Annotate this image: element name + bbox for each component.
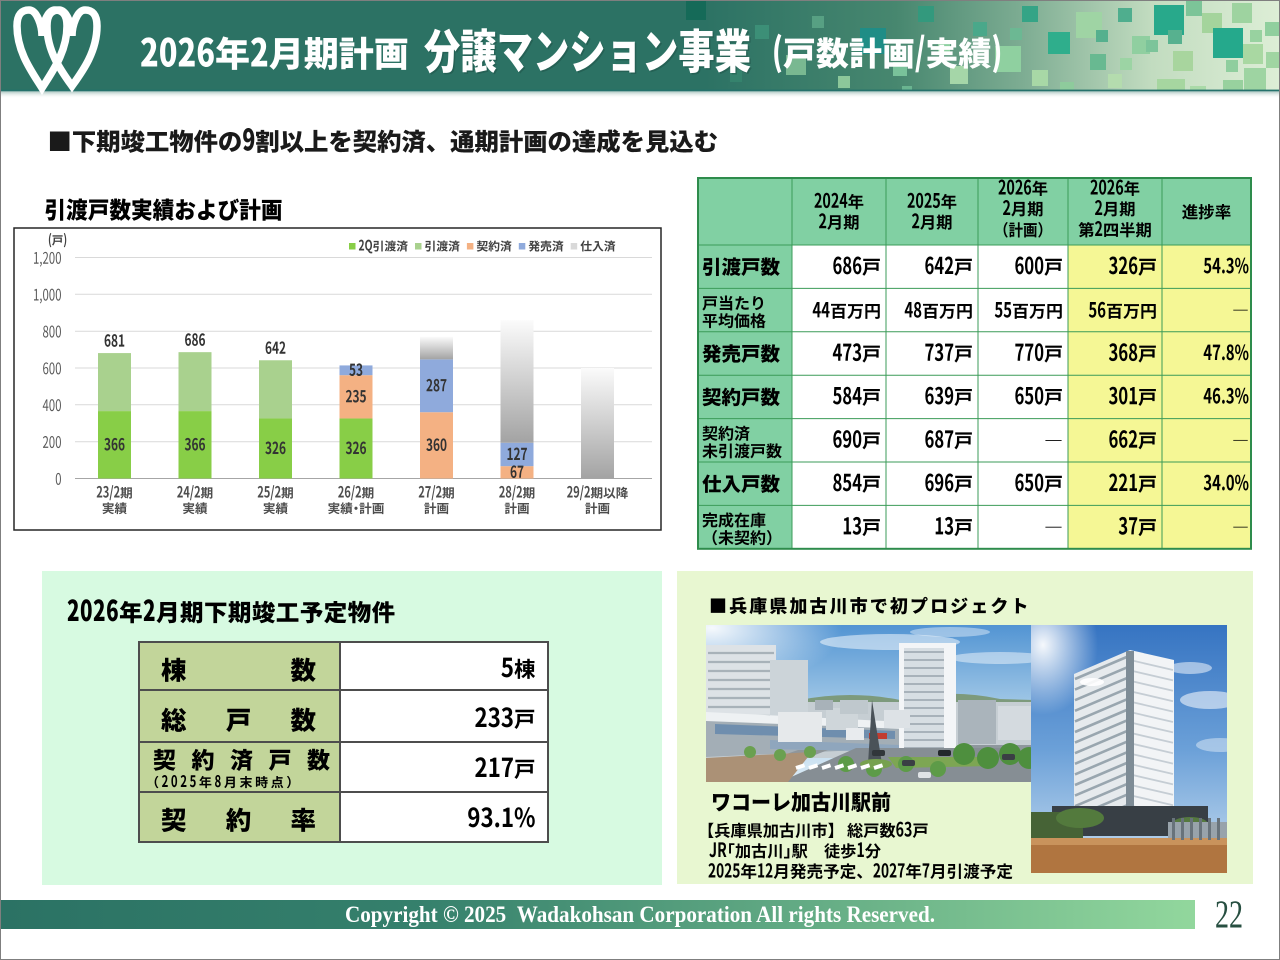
svg-text:Copyright © 2025 Wadakohsan C: Copyright © 2025 Wadakohsan Corporation … — [345, 902, 935, 927]
svg-text:22: 22 — [1215, 894, 1243, 936]
